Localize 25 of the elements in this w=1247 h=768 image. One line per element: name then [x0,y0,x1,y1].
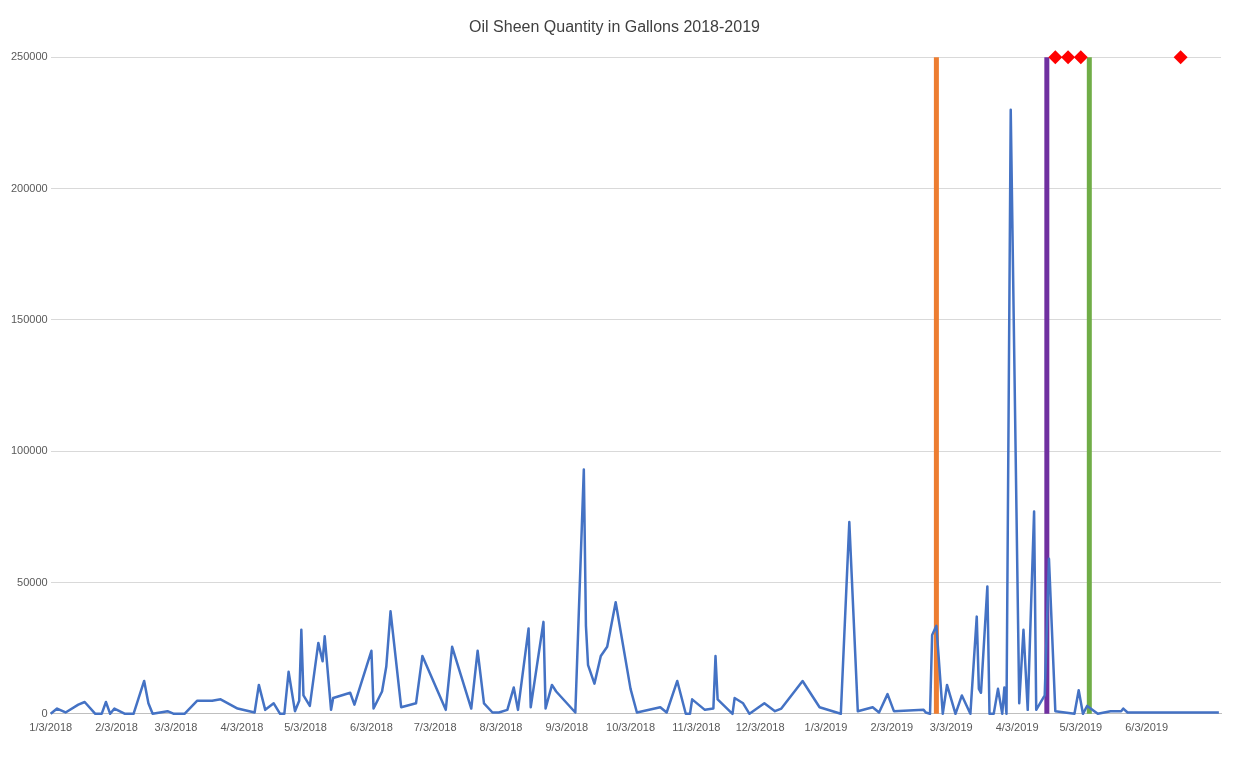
x-tick-label: 10/3/2018 [606,721,656,734]
x-tick-label: 6/3/2018 [350,721,393,734]
y-tick-label: 0 [41,706,48,719]
x-tick-label: 3/3/2018 [154,721,198,734]
x-tick-label: 5/3/2018 [284,721,327,734]
x-tick-label: 1/3/2019 [804,721,848,734]
y-tick-label: 250000 [10,50,48,63]
x-tick-label: 11/3/2018 [672,721,721,734]
x-tick-label: 2/3/2019 [870,721,914,734]
x-tick-label: 12/3/2018 [735,721,785,734]
x-tick-label: 2/3/2018 [95,721,138,734]
x-tick-label: 4/3/2018 [220,721,264,734]
x-tick-label: 6/3/2019 [1125,721,1169,734]
x-tick-label: 1/3/2018 [29,721,73,734]
chart-title: Oil Sheen Quantity in Gallons 2018-2019 [469,18,761,36]
y-tick-label: 150000 [10,312,48,325]
x-tick-label: 5/3/2019 [1059,721,1103,734]
x-tick-label: 9/3/2018 [545,721,589,734]
x-tick-label: 8/3/2018 [479,721,523,734]
x-tick-label: 3/3/2019 [929,721,973,734]
x-tick-label: 4/3/2019 [995,721,1039,734]
x-tick-label: 7/3/2018 [413,721,457,734]
y-tick-label: 100000 [10,444,48,457]
y-tick-label: 200000 [10,181,48,194]
y-tick-label: 50000 [17,575,48,588]
